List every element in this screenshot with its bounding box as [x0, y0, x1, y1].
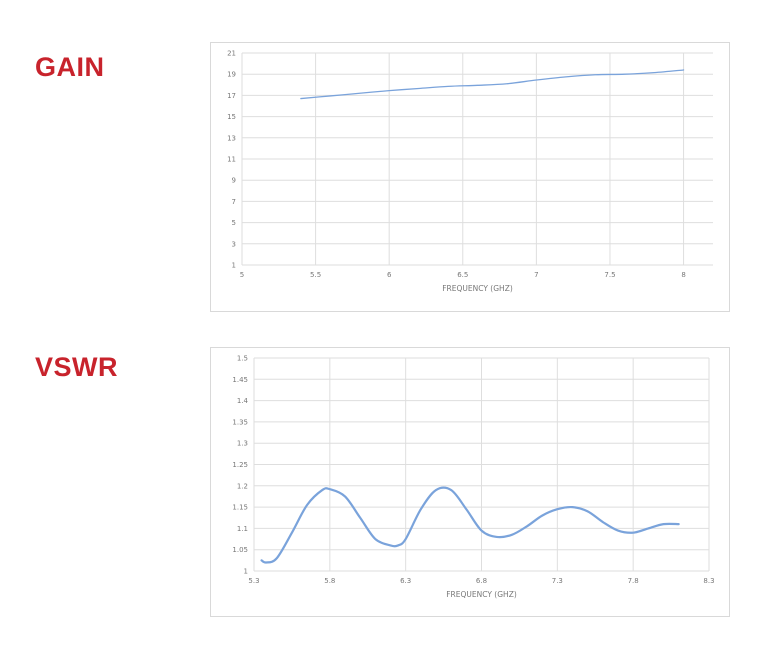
gain-section-title: GAIN [35, 52, 105, 82]
y-tick-label: 1.25 [232, 461, 248, 469]
x-tick-label: 8 [681, 271, 685, 279]
x-tick-label: 5 [240, 271, 244, 279]
x-tick-label: 6.5 [457, 271, 468, 279]
x-tick-label: 7 [534, 271, 538, 279]
x-tick-label: 7.3 [552, 577, 563, 585]
y-tick-label: 11 [227, 156, 236, 164]
vswr-chart: 1 1.05 1.1 1.15 1.2 1.25 1.3 1.35 1.4 1.45 1.5 5.3 5… [210, 347, 730, 617]
y-tick-label: 1.2 [237, 482, 248, 490]
x-tick-label: 6 [387, 271, 392, 279]
y-tick-label: 3 [232, 240, 236, 248]
x-tick-label: 8.3 [703, 577, 714, 585]
y-tick-label: 1.5 [237, 355, 248, 363]
x-axis-title: FREQUENCY (GHZ) [446, 590, 517, 599]
y-tick-label: 1 [244, 568, 248, 576]
y-tick-label: 1.4 [237, 397, 249, 405]
y-tick-label: 19 [227, 71, 236, 79]
x-tick-label: 6.3 [400, 577, 411, 585]
x-tick-label: 7.5 [604, 271, 615, 279]
x-tick-label: 5.8 [324, 577, 335, 585]
x-tick-label: 5.5 [310, 271, 321, 279]
y-tick-label: 1.15 [232, 504, 248, 512]
y-tick-label: 5 [232, 219, 236, 227]
y-tick-label: 13 [227, 134, 236, 142]
vswr-chart-plot: 1 1.05 1.1 1.15 1.2 1.25 1.3 1.35 1.4 1.45 1.5 5.3 5… [232, 355, 714, 600]
x-tick-label: 6.8 [476, 577, 487, 585]
y-tick-label: 15 [227, 113, 236, 121]
y-tick-label: 1 [232, 262, 236, 270]
vswr-section-title: VSWR [35, 352, 118, 382]
y-tick-label: 9 [232, 177, 236, 185]
y-tick-label: 7 [232, 198, 236, 206]
y-tick-label: 1.45 [232, 376, 248, 384]
y-tick-label: 1.35 [232, 418, 248, 426]
gain-chart: 1 3 5 7 9 11 13 15 17 19 21 5 5.5 6 6.5 7 7.5 8 FREQUENCY … [210, 42, 730, 312]
y-tick-label: 1.05 [232, 546, 248, 554]
y-tick-label: 21 [227, 50, 236, 58]
y-tick-label: 17 [227, 92, 236, 100]
x-axis-title: FREQUENCY (GHZ) [442, 284, 513, 293]
x-tick-label: 7.8 [628, 577, 639, 585]
x-tick-label: 5.3 [248, 577, 259, 585]
y-tick-label: 1.3 [237, 440, 248, 448]
series-line [300, 69, 685, 100]
y-tick-label: 1.1 [237, 525, 248, 533]
series-line [260, 486, 680, 564]
